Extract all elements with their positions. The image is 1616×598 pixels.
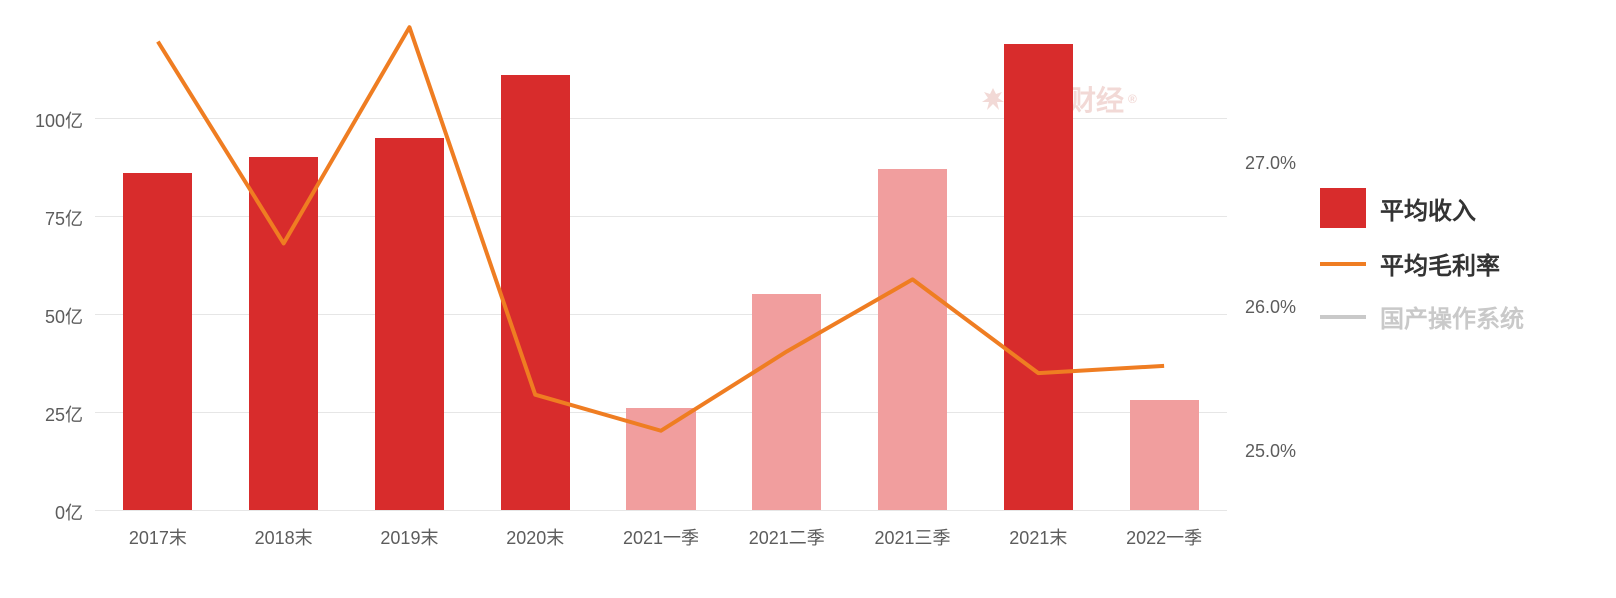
y1-tick-label: 25亿 xyxy=(0,401,83,427)
legend-label-line: 平均毛利率 xyxy=(1380,246,1500,281)
line-series xyxy=(158,27,1164,431)
x-tick-label: 2021一季 xyxy=(598,524,724,550)
grid-line xyxy=(95,412,1227,413)
bar xyxy=(123,173,192,510)
legend-item-extra[interactable]: 国产操作系统 xyxy=(1320,299,1524,334)
bar xyxy=(1004,44,1073,510)
legend-swatch-line xyxy=(1320,262,1366,266)
x-tick-label: 2019末 xyxy=(347,524,473,550)
watermark-icon xyxy=(978,84,1008,114)
grid-line xyxy=(95,118,1227,119)
x-tick-label: 2017末 xyxy=(95,524,221,550)
bar xyxy=(249,157,318,510)
x-tick-label: 2018末 xyxy=(221,524,347,550)
grid-line xyxy=(95,216,1227,217)
y1-tick-label: 100亿 xyxy=(0,107,83,133)
legend-swatch-bars xyxy=(1320,188,1366,228)
grid-line xyxy=(95,314,1227,315)
watermark-layer: 点掌财经 ® xyxy=(95,20,1227,510)
bar xyxy=(752,294,821,510)
x-tick-label: 2021二季 xyxy=(724,524,850,550)
y1-tick-label: 0亿 xyxy=(0,499,83,525)
watermark-text: 点掌财经 xyxy=(1012,79,1124,119)
y2-tick-label: 26.0% xyxy=(1245,297,1296,318)
legend-label-bars: 平均收入 xyxy=(1380,191,1476,226)
bar xyxy=(375,138,444,510)
x-tick-label: 2022一季 xyxy=(1101,524,1227,550)
bar xyxy=(878,169,947,510)
legend-label-extra: 国产操作系统 xyxy=(1380,299,1524,334)
plot-area: 点掌财经 ® xyxy=(95,20,1227,510)
bar xyxy=(501,75,570,510)
legend: 平均收入 平均毛利率 国产操作系统 xyxy=(1320,170,1524,352)
y2-tick-label: 27.0% xyxy=(1245,153,1296,174)
grid-line xyxy=(95,510,1227,511)
legend-item-bars[interactable]: 平均收入 xyxy=(1320,188,1524,228)
watermark: 点掌财经 ® xyxy=(978,79,1137,119)
bar xyxy=(1130,400,1199,510)
y1-tick-label: 75亿 xyxy=(0,205,83,231)
bar xyxy=(626,408,695,510)
line-layer xyxy=(95,20,1227,510)
watermark-r: ® xyxy=(1128,92,1137,106)
y1-tick-label: 50亿 xyxy=(0,303,83,329)
legend-item-line[interactable]: 平均毛利率 xyxy=(1320,246,1524,281)
x-tick-label: 2021末 xyxy=(975,524,1101,550)
y2-tick-label: 25.0% xyxy=(1245,441,1296,462)
x-tick-label: 2021三季 xyxy=(850,524,976,550)
revenue-margin-chart: 点掌财经 ® 0亿 25亿 50亿 75亿 100亿 25.0% 26.0% 27.0% 2… xyxy=(0,0,1616,598)
legend-swatch-extra xyxy=(1320,315,1366,319)
x-tick-label: 2020末 xyxy=(472,524,598,550)
bars-layer xyxy=(95,20,1227,510)
